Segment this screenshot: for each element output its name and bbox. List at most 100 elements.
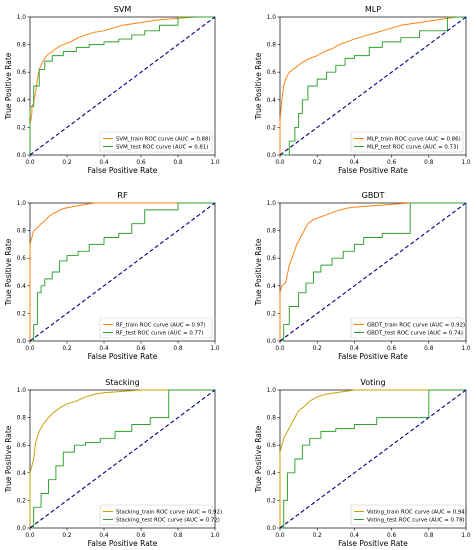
svm-axes-frame	[29, 16, 216, 156]
rf-x-axis-label: False Positive Rate	[88, 352, 158, 361]
svm-legend-entry: SVM_test ROC curve (AUC = 0.81)	[116, 145, 208, 151]
voting-series-0-line	[279, 389, 466, 528]
stacking-x-axis-label: False Positive Rate	[88, 539, 158, 548]
rf-x-tick-label: 0.2	[62, 346, 72, 352]
rf-x-tick-label: 0.8	[173, 346, 183, 352]
gbdt-legend-entry: GBDT_test ROC curve (AUC = 0.74)	[367, 331, 463, 337]
mlp-axes-frame	[279, 16, 467, 156]
stacking-title: Stacking	[105, 378, 140, 387]
svm-y-tick-label: 0.6	[17, 70, 27, 76]
svm-title: SVM	[114, 5, 132, 14]
mlp-x-axis-label: False Positive Rate	[338, 166, 408, 175]
gbdt-title: GBDT	[362, 191, 385, 200]
stacking-x-tick-label: 0.0	[25, 533, 35, 539]
svm-legend: SVM_train ROC curve (AUC = 0.88) SVM_test…	[99, 131, 213, 153]
rf-chance-line	[29, 202, 216, 342]
voting-x-tick-label: 0.8	[424, 533, 434, 539]
svm-y-tick-label: 0.4	[17, 98, 27, 104]
mlp-title: MLP	[365, 5, 381, 14]
mlp-series-0-line	[279, 16, 466, 155]
rf-y-axis-label: True Positive Rate	[4, 238, 13, 306]
mlp-legend-entry: MLP_train ROC curve (AUC = 0.86)	[367, 137, 461, 143]
stacking-y-tick-label: 0.4	[17, 471, 27, 477]
svm-x-tick-label: 0.8	[173, 160, 183, 166]
mlp-legend-box	[350, 131, 464, 153]
gbdt-legend-box	[350, 317, 464, 339]
rf-y-tick-label: 1.0	[17, 201, 27, 207]
mlp-legend: MLP_train ROC curve (AUC = 0.86) MLP_test…	[350, 131, 464, 153]
svm-y-tick-label: 1.0	[17, 15, 27, 21]
gbdt-x-tick-label: 0.4	[350, 346, 360, 352]
svm-legend-box	[99, 131, 213, 153]
rf-title: RF	[117, 191, 128, 200]
svm-y-tick-label: 0.8	[17, 43, 27, 49]
voting-y-tick-label: 1.0	[267, 388, 277, 394]
mlp-x-tick-label: 0.8	[424, 160, 434, 166]
stacking-legend-entry: Stacking_train ROC curve (AUC = 0.92)	[116, 510, 222, 516]
rf-series-1-line	[30, 202, 215, 342]
mlp-series-1-line	[280, 16, 466, 156]
svm-x-tick-label: 1.0	[210, 160, 220, 166]
gbdt-y-tick-label: 1.0	[267, 201, 277, 207]
mlp-y-tick-label: 0.4	[267, 98, 277, 104]
svm-x-tick-label: 0.0	[25, 160, 35, 166]
svm-y-tick-label: 0.0	[17, 153, 27, 159]
mlp-y-tick-label: 0.6	[267, 70, 277, 76]
rf-y-tick-label: 0.0	[17, 339, 27, 345]
gbdt-x-tick-label: 1.0	[461, 346, 471, 352]
rf-y-tick-label: 0.8	[17, 229, 27, 235]
rf-y-tick-label: 0.2	[17, 311, 27, 317]
rf-chart: RF 0.0 0.2 0.4 0.6 0.8 1.0 0.0 0.2 0.4 0.6 0.8 1.0 Fa…	[4, 191, 220, 361]
gbdt-y-axis-label: True Positive Rate	[254, 238, 263, 306]
gbdt-x-tick-label: 0.6	[387, 346, 397, 352]
voting-legend-entry: Voting_train ROC curve (AUC = 0.94)	[367, 510, 467, 516]
svm-series-1-line	[29, 16, 215, 155]
mlp-x-tick-label: 0.0	[275, 160, 285, 166]
voting-x-axis-label: False Positive Rate	[338, 539, 408, 548]
gbdt-legend: GBDT_train ROC curve (AUC = 0.92) GBDT_te…	[350, 317, 465, 339]
rf-legend-entry: RF_test ROC curve (AUC = 0.77)	[116, 331, 203, 337]
voting-legend: Voting_train ROC curve (AUC = 0.94) Votin…	[350, 504, 467, 526]
voting-x-tick-label: 0.6	[387, 533, 397, 539]
voting-legend-entry: Voting_test ROC curve (AUC = 0.78)	[367, 518, 465, 524]
svm-x-tick-label: 0.4	[99, 160, 109, 166]
rf-series-0-line	[29, 202, 215, 341]
rf-y-tick-label: 0.4	[17, 284, 27, 290]
stacking-y-tick-label: 1.0	[17, 388, 27, 394]
stacking-chance-line	[29, 389, 216, 529]
svm-y-axis-label: True Positive Rate	[4, 52, 13, 120]
rf-legend-box	[99, 317, 213, 339]
mlp-x-tick-label: 0.2	[313, 160, 323, 166]
svm-x-tick-label: 0.2	[62, 160, 72, 166]
rf-x-tick-label: 0.4	[99, 346, 109, 352]
svm-series-0-line	[29, 16, 215, 155]
mlp-y-tick-label: 1.0	[267, 15, 277, 21]
svm-legend-entry: SVM_train ROC curve (AUC = 0.88)	[116, 137, 211, 143]
stacking-x-tick-label: 0.4	[99, 533, 109, 539]
mlp-legend-entry: MLP_test ROC curve (AUC = 0.73)	[367, 145, 459, 151]
stacking-series-0-line	[29, 389, 215, 528]
svm-x-axis-label: False Positive Rate	[88, 166, 158, 175]
mlp-y-tick-label: 0.2	[267, 125, 277, 131]
svm-y-tick-label: 0.2	[17, 125, 27, 131]
svm-x-tick-label: 0.6	[136, 160, 146, 166]
stacking-chart: Stacking 0.0 0.2 0.4 0.6 0.8 1.0 0.0 0.2 0.4 0.6 0.…	[4, 378, 222, 548]
gbdt-y-tick-label: 0.8	[267, 229, 277, 235]
gbdt-x-tick-label: 0.0	[275, 346, 285, 352]
gbdt-series-1-line	[280, 202, 466, 342]
voting-y-tick-label: 0.2	[267, 498, 277, 504]
voting-series-1-line	[280, 389, 466, 529]
voting-x-tick-label: 0.4	[350, 533, 360, 539]
voting-legend-box	[350, 504, 464, 526]
stacking-series-1-line	[30, 389, 215, 529]
mlp-y-tick-label: 0.0	[267, 153, 277, 159]
gbdt-chart: GBDT 0.0 0.2 0.4 0.6 0.8 1.0 0.0 0.2 0.4 0.6 0.8 1.0…	[254, 191, 471, 361]
voting-title: Voting	[360, 378, 385, 387]
voting-x-tick-label: 0.2	[313, 533, 323, 539]
gbdt-axes-frame	[279, 202, 467, 342]
rf-x-tick-label: 0.6	[136, 346, 146, 352]
voting-x-tick-label: 1.0	[461, 533, 471, 539]
rf-x-tick-label: 1.0	[210, 346, 220, 352]
voting-y-tick-label: 0.8	[267, 416, 277, 422]
voting-y-tick-label: 0.6	[267, 443, 277, 449]
